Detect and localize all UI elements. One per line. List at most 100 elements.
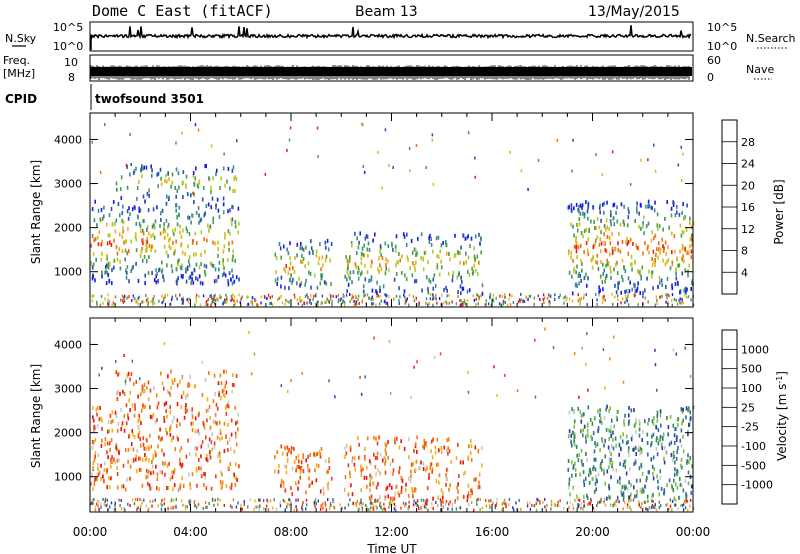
range-gate-cell: [593, 489, 596, 494]
range-gate-cell: [357, 294, 360, 298]
range-gate-cell: [286, 505, 288, 509]
range-gate-cell: [122, 300, 124, 304]
range-gate-cell: [161, 381, 164, 386]
range-gate-cell: [219, 293, 221, 297]
range-gate-cell: [445, 239, 447, 244]
range-gate-cell: [96, 303, 98, 306]
range-gate-cell: [230, 298, 232, 302]
range-gate-cell: [405, 300, 407, 304]
range-gate-cell: [191, 472, 194, 477]
range-gate-cell: [603, 416, 606, 420]
range-gate-cell: [374, 456, 377, 460]
range-gate-cell: [673, 472, 676, 477]
range-gate-cell: [471, 271, 474, 276]
range-gate-cell: [194, 176, 196, 181]
range-gate-cell: [185, 174, 188, 179]
range-gate-cell: [223, 369, 225, 374]
range-gate-cell: [235, 505, 238, 509]
range-gate-cell: [281, 301, 284, 305]
range-gate-cell: [372, 238, 374, 243]
range-gate-cell: [465, 260, 468, 264]
range-gate-cell: [185, 267, 187, 272]
range-gate-cell: [346, 289, 348, 294]
range-gate-cell: [676, 257, 678, 262]
range-gate-cell: [583, 483, 586, 487]
range-gate-cell: [617, 241, 619, 246]
range-gate-cell: [672, 458, 674, 462]
range-gate-cell: [582, 433, 584, 438]
range-gate-cell: [280, 294, 282, 298]
range-gate-cell: [657, 255, 659, 260]
range-gate-cell: [376, 441, 379, 446]
range-gate-cell: [633, 408, 635, 413]
range-gate-cell: [142, 194, 145, 199]
range-gate-cell: [356, 236, 358, 241]
range-gate-cell: [566, 296, 568, 300]
range-gate-cell: [380, 503, 382, 506]
range-gate-cell: [315, 294, 317, 298]
range-gate-cell: [169, 432, 172, 437]
range-gate-cell: [558, 296, 560, 299]
range-gate-cell: [362, 502, 364, 506]
range-gate-cell: [674, 282, 677, 287]
range-gate-cell: [398, 251, 400, 256]
range-gate-cell: [448, 252, 450, 256]
range-gate-cell: [309, 483, 311, 487]
range-gate-cell: [529, 501, 531, 505]
range-gate-cell: [196, 446, 198, 451]
range-gate-cell: [103, 468, 106, 473]
range-gate-cell: [301, 503, 304, 507]
range-gate-cell: [203, 186, 205, 190]
range-gate-cell: [204, 501, 207, 504]
range-gate-cell: [91, 501, 94, 505]
range-gate-cell: [626, 241, 628, 246]
range-gate-cell: [367, 253, 369, 258]
colorbar-tick-label: 28: [741, 136, 755, 149]
range-gate-cell: [194, 429, 197, 434]
range-gate-cell: [235, 442, 238, 447]
nsky-trace: [90, 25, 692, 50]
range-gate-cell: [430, 439, 433, 444]
range-gate-cell: [366, 270, 369, 274]
range-gate-cell: [228, 241, 230, 246]
range-gate-cell: [432, 294, 434, 298]
range-gate-cell: [437, 495, 439, 500]
range-gate-cell: [91, 140, 93, 144]
range-gate-cell: [139, 468, 142, 472]
range-gate-cell: [198, 265, 201, 270]
range-gate-cell: [218, 392, 220, 397]
range-gate-cell: [387, 303, 389, 307]
range-gate-cell: [690, 298, 692, 302]
range-gate-cell: [194, 445, 196, 450]
range-gate-cell: [148, 507, 150, 510]
range-gate-cell: [302, 469, 305, 474]
range-gate-cell: [570, 203, 573, 208]
range-gate-cell: [597, 409, 599, 414]
range-gate-cell: [200, 230, 203, 235]
range-gate-cell: [324, 258, 327, 263]
nsky-panel-frame: [89, 21, 694, 52]
range-gate-cell: [599, 419, 601, 424]
range-gate-cell: [636, 245, 639, 250]
range-gate-cell: [608, 409, 610, 414]
range-gate-cell: [586, 332, 588, 335]
range-gate-cell: [614, 436, 617, 441]
range-gate-cell: [488, 499, 490, 503]
range-gate-cell: [213, 373, 216, 378]
range-gate-cell: [250, 372, 253, 376]
range-gate-cell: [366, 247, 369, 252]
range-gate-cell: [181, 297, 183, 301]
range-gate-cell: [206, 397, 209, 402]
range-gate-cell: [666, 293, 669, 297]
range-gate-cell: [623, 222, 625, 227]
range-gate-cell: [286, 452, 289, 457]
range-gate-cell: [575, 235, 577, 240]
range-gate-cell: [357, 508, 360, 512]
range-gate-cell: [94, 237, 97, 242]
range-gate-cell: [142, 300, 144, 304]
range-gate-cell: [675, 438, 678, 443]
range-gate-cell: [171, 497, 173, 501]
range-gate-cell: [667, 245, 669, 250]
range-gate-cell: [672, 423, 675, 428]
range-gate-cell: [467, 491, 470, 496]
